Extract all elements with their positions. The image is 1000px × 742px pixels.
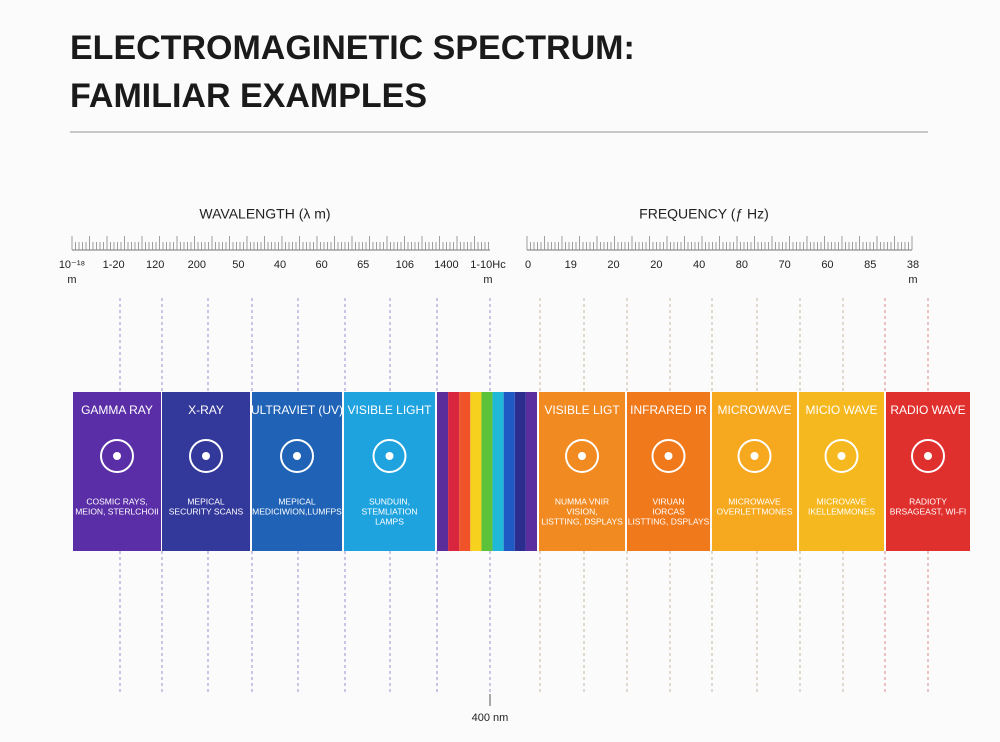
tick-label: 10⁻¹⁸	[59, 259, 85, 271]
band-icon	[578, 452, 586, 460]
frequency-label: FREQUENCY (ƒ Hz)	[639, 206, 769, 222]
title-line: ELECTROMAGINETIC SPECTRUM:	[70, 29, 635, 67]
wavelength-label: WAVALENGTH (λ m)	[199, 206, 330, 222]
band-description: MEPICAL	[187, 496, 225, 506]
band-description: VIRUAN	[652, 496, 684, 506]
spectrum-stripe	[503, 392, 515, 551]
tick-label: 200	[188, 259, 206, 271]
band-description: RADIOTY	[909, 496, 947, 506]
tick-label: 1400	[434, 259, 458, 271]
tick-label: 20	[607, 259, 619, 271]
band-description: STEMLIATION	[361, 506, 417, 516]
spectrum-stripe	[514, 392, 526, 551]
band-icon	[113, 452, 121, 460]
band-icon	[924, 452, 932, 460]
tick-label: 120	[146, 259, 164, 271]
tick-label: 60	[821, 259, 833, 271]
band-description: LISTTING, DSPLAYS	[628, 516, 710, 526]
spectrum-stripe	[459, 392, 471, 551]
tick-label: 106	[396, 259, 414, 271]
band-icon	[824, 439, 859, 473]
band-icon	[293, 452, 301, 460]
band-name: MICROWAVE	[718, 403, 792, 417]
tick-label: 80	[736, 259, 748, 271]
spectrum-stripe	[525, 392, 537, 551]
spectrum-stripe	[492, 392, 504, 551]
spectrum-stripe	[437, 392, 449, 551]
footnote: 400 nm	[472, 712, 509, 724]
band-description: NUMMA VNIR	[555, 496, 609, 506]
tick-label: 40	[274, 259, 286, 271]
band-name: RADIO WAVE	[890, 403, 965, 417]
band-description: SECURITY SCANS	[169, 506, 244, 516]
band-icon	[911, 439, 945, 473]
tick-label: 70	[779, 259, 791, 271]
band-name: ULTRAVIET (UV)	[251, 403, 343, 417]
spectrum-stripe	[448, 392, 460, 551]
tick-label: 65	[357, 259, 369, 271]
band-icon	[100, 439, 134, 473]
band-name: VISIBLE LIGHT	[347, 403, 432, 417]
band-icon	[837, 452, 846, 460]
spectrum-stripe	[481, 392, 493, 551]
band-icon	[280, 439, 314, 473]
title-line: FAMILIAR EXAMPLES	[70, 77, 427, 115]
band-description: BRSAGEAST, WI-FI	[890, 506, 967, 516]
tick-label: 19	[565, 259, 577, 271]
band-description: IKELLEMMONES	[808, 506, 875, 516]
tick-label: 85	[864, 259, 876, 271]
band-icon	[651, 439, 686, 473]
tick-label: 60	[315, 259, 327, 271]
unit-label: m	[67, 274, 76, 286]
band-icon	[202, 452, 210, 460]
band-description: COSMIC RAYS,	[86, 496, 147, 506]
tick-label: 20	[650, 259, 662, 271]
band-description: MICROWAVE	[728, 496, 781, 506]
tick-label: 1-20	[103, 259, 125, 271]
band-name: X-RAY	[188, 403, 224, 417]
band-name: MICIO WAVE	[806, 403, 878, 417]
band-icon	[664, 452, 673, 460]
band-name: INFRARED IR	[630, 403, 707, 417]
band-description: MICROVAVE	[817, 496, 867, 506]
band-description: LAMPS	[375, 516, 404, 526]
band-description: VISION,	[566, 506, 597, 516]
band-icon	[750, 452, 759, 460]
band-icon	[385, 452, 394, 460]
tick-label: 40	[693, 259, 705, 271]
band-name: GAMMA RAY	[81, 403, 153, 417]
band-description: MEPICAL	[278, 496, 316, 506]
tick-label: 0	[525, 259, 531, 271]
tick-label: 38	[907, 259, 919, 271]
band-description: IORCAS	[652, 506, 685, 516]
band-icon	[189, 439, 223, 473]
spectrum-stripe	[470, 392, 482, 551]
unit-label: m	[908, 274, 917, 286]
band-description: OVERLETTMONES	[716, 506, 792, 516]
band-name: VISIBLE LIGT	[544, 403, 620, 417]
band-description: SUNDUIN,	[369, 496, 410, 506]
band-description: MEDICIWION,LUMFPS	[252, 506, 342, 516]
tick-label: 1-10Hc	[470, 259, 506, 271]
band-icon	[372, 439, 407, 473]
band-description: MEION, STERLCHOII	[75, 506, 159, 516]
band-icon	[737, 439, 772, 473]
tick-label: 50	[232, 259, 244, 271]
band-icon	[565, 439, 599, 473]
unit-label: m	[483, 274, 492, 286]
band-description: LISTTING, DSPLAYS	[541, 516, 623, 526]
